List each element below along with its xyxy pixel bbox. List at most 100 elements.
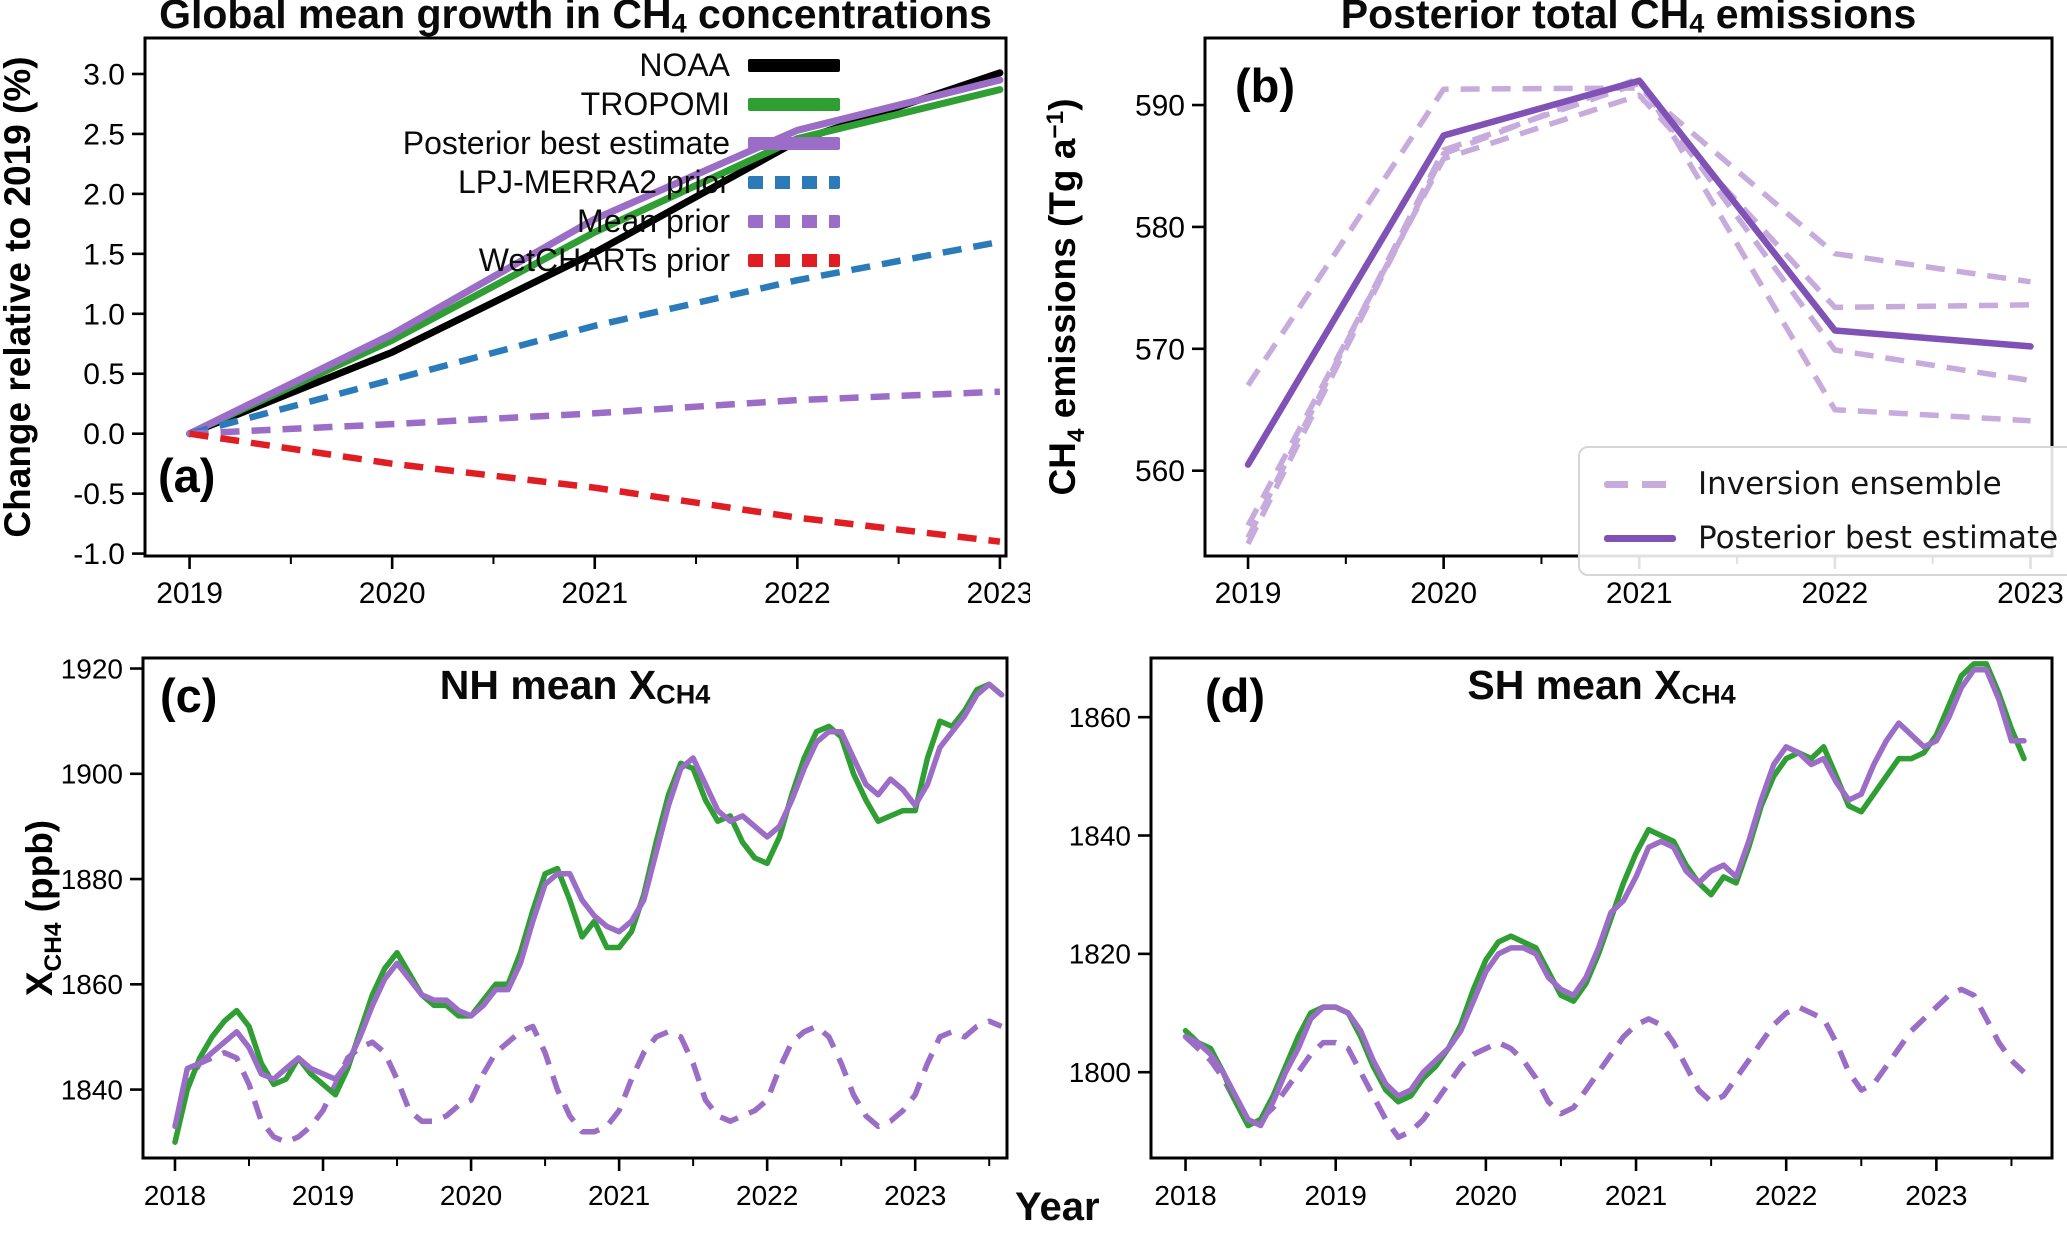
svg-text:3.0: 3.0 <box>83 58 125 91</box>
series-a-4 <box>189 388 1001 437</box>
svg-text:1860: 1860 <box>61 969 123 1000</box>
series-a-0 <box>186 69 1004 438</box>
methane-growth-plot: 2019 2020 2021 2022 2023 -1.0 -0.5 0.0 0.5 1.0 1.5… <box>0 36 1030 610</box>
legend-swatch-solid-line <box>748 59 840 72</box>
svg-text:-0.5: -0.5 <box>73 478 125 511</box>
sh-mean-xch4-plot: 2018 2019 2020 2021 2022 2023 1800 1820 1840 1860 <box>1069 656 2054 1211</box>
axis-ticks-a: 2019 2020 2021 2022 2023 -1.0 -0.5 0.0 0.5 1.0 1.5… <box>73 58 1030 610</box>
legend-label: Posterior best estimate <box>402 125 730 161</box>
axes-frame-a <box>143 36 1008 558</box>
svg-text:2021: 2021 <box>561 577 628 610</box>
svg-text:2018: 2018 <box>144 1180 206 1211</box>
panel-b-legend: Inversion ensemble Posterior best estimat… <box>1578 446 2067 576</box>
svg-text:590: 590 <box>1135 90 1185 123</box>
legend-entry: Inversion ensemble <box>1604 462 2058 506</box>
series-c-0 <box>172 1018 1003 1145</box>
svg-text:2022: 2022 <box>764 577 831 610</box>
svg-text:2018: 2018 <box>1154 1180 1216 1211</box>
svg-text:2020: 2020 <box>1455 1180 1517 1211</box>
svg-text:0.5: 0.5 <box>83 358 125 391</box>
svg-text:2020: 2020 <box>359 577 426 610</box>
svg-text:2023: 2023 <box>967 577 1030 610</box>
series-b-3 <box>1245 75 2031 546</box>
legend-swatch-dotted-line <box>748 176 840 189</box>
svg-text:570: 570 <box>1135 333 1185 366</box>
svg-text:1880: 1880 <box>61 864 123 895</box>
panel-a-letter: (a) <box>158 449 216 502</box>
svg-text:2023: 2023 <box>1997 577 2064 610</box>
panel-posterior-emissions: 2019 2020 2021 2022 2023 560 570 580 590 CH4 emis… <box>1030 0 2067 620</box>
series-b-1 <box>1245 92 2031 527</box>
panel-d-title: SH mean XCH4 <box>1467 662 1736 710</box>
series-a-2 <box>186 76 1004 438</box>
legend-entry: LPJ-MERRA2 prior <box>150 163 840 202</box>
axis-ticks-c: 2018 2019 2020 2021 2022 2023 1840 1860 1880 1900… <box>61 653 991 1211</box>
series-d-0 <box>1183 986 2026 1141</box>
series-a-5 <box>189 430 1001 545</box>
svg-text:1840: 1840 <box>1069 820 1131 851</box>
svg-text:560: 560 <box>1135 455 1185 488</box>
svg-text:2023: 2023 <box>1905 1180 1967 1211</box>
axis-ticks-d: 2018 2019 2020 2021 2022 2023 1800 1820 1840 1860 <box>1069 702 2013 1211</box>
legend-label: Posterior best estimate <box>1698 520 2059 556</box>
svg-text:2019: 2019 <box>292 1180 354 1211</box>
series-c-2 <box>172 681 1005 1130</box>
svg-text:2020: 2020 <box>440 1180 502 1211</box>
legend-label: TROPOMI <box>580 86 730 122</box>
svg-text:2021: 2021 <box>1606 577 1673 610</box>
legend-swatch-solid-line <box>748 137 840 150</box>
svg-text:1820: 1820 <box>1069 939 1131 970</box>
legend-label: WetCHARTs prior <box>478 242 730 278</box>
figure-x-axis-label: Year <box>1015 1185 1100 1229</box>
svg-text:1840: 1840 <box>61 1074 123 1105</box>
axes-frame-d <box>1149 656 2054 1160</box>
svg-text:2021: 2021 <box>1605 1180 1667 1211</box>
series-c-1 <box>172 681 1005 1145</box>
legend-entry: NOAA <box>150 46 840 85</box>
svg-text:-1.0: -1.0 <box>73 538 125 571</box>
svg-text:1.5: 1.5 <box>83 238 125 271</box>
legend-swatch-solid-line <box>1604 534 1676 542</box>
nh-mean-xch4-plot: 2018 2019 2020 2021 2022 2023 1840 1860 1880 1900… <box>19 653 1009 1211</box>
panel-sh-mean-xch4: 2018 2019 2020 2021 2022 2023 1800 1820 1840 1860… <box>1030 620 2067 1241</box>
svg-text:2.5: 2.5 <box>83 118 125 151</box>
svg-text:2019: 2019 <box>156 577 223 610</box>
panel-methane-growth: 2019 2020 2021 2022 2023 -1.0 -0.5 0.0 0.5 1.0 1.5… <box>0 0 1030 620</box>
series-a-1 <box>186 86 1004 438</box>
axes-frame-c <box>141 656 1009 1160</box>
series-b-0 <box>1245 85 2031 387</box>
legend-entry: Posterior best estimate <box>1604 516 2058 560</box>
legend-label: Inversion ensemble <box>1698 466 2002 502</box>
svg-text:2023: 2023 <box>884 1180 946 1211</box>
legend-label: LPJ-MERRA2 prior <box>457 164 730 200</box>
panel-b-title: Posterior total CH4 emissions <box>1340 0 1917 39</box>
series-b-4 <box>1244 77 2034 468</box>
legend-entry: Mean prior <box>150 202 840 241</box>
panel-b-letter: (b) <box>1235 59 1296 112</box>
svg-text:1900: 1900 <box>61 759 123 790</box>
svg-text:1800: 1800 <box>1069 1057 1131 1088</box>
y-axis-label-a: Change relative to 2019 (%) <box>0 56 38 537</box>
y-axis-label-c: XCH4 (ppb) <box>19 820 67 996</box>
svg-text:2021: 2021 <box>588 1180 650 1211</box>
legend-entry: WetCHARTs prior <box>150 241 840 280</box>
svg-text:2.0: 2.0 <box>83 178 125 211</box>
axis-ticks-b: 2019 2020 2021 2022 2023 560 570 580 590 <box>1135 90 2064 610</box>
svg-text:580: 580 <box>1135 211 1185 244</box>
panel-a-legend: NOAA TROPOMI Posterior best estimate LPJ-ME… <box>150 46 840 280</box>
series-a-3 <box>188 238 1001 437</box>
legend-label: NOAA <box>639 47 730 83</box>
svg-text:1.0: 1.0 <box>83 298 125 331</box>
svg-text:2022: 2022 <box>1801 577 1868 610</box>
panel-c-letter: (c) <box>160 669 218 722</box>
legend-swatch-dotted-line <box>748 215 840 228</box>
legend-entry: Posterior best estimate <box>150 124 840 163</box>
series-d-2 <box>1182 667 2027 1129</box>
legend-swatch-dotted-line <box>748 254 840 267</box>
legend-label: Mean prior <box>577 203 730 239</box>
legend-entry: TROPOMI <box>150 85 840 124</box>
svg-text:1860: 1860 <box>1069 702 1131 733</box>
panel-nh-mean-xch4: 2018 2019 2020 2021 2022 2023 1840 1860 1880 1900… <box>0 620 1030 1241</box>
svg-text:1920: 1920 <box>61 653 123 684</box>
